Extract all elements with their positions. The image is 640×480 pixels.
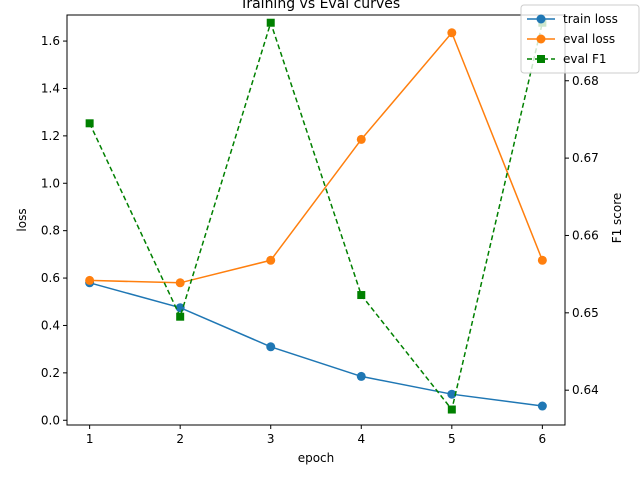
legend-label-eval-f1: eval F1 — [563, 52, 607, 66]
y2-tick-label: 0.65 — [572, 306, 599, 320]
x-tick-label: 1 — [86, 432, 94, 446]
plot-area — [66, 14, 566, 426]
y2-tick-label: 0.64 — [572, 383, 599, 397]
x-tick-label: 3 — [267, 432, 275, 446]
data-point-eval-f1 — [357, 291, 366, 300]
y2-ticks: 0.64 0.65 0.66 0.67 0.68 — [565, 74, 599, 397]
x-axis-label: epoch — [298, 451, 335, 465]
legend-label-eval-loss: eval loss — [563, 32, 615, 46]
legend-marker-train-loss — [536, 14, 546, 24]
legend-marker-eval-f1 — [537, 55, 545, 63]
x-tick-label: 6 — [539, 432, 547, 446]
data-point-eval-f1 — [266, 18, 275, 27]
x-ticks: 1 2 3 4 5 6 — [86, 425, 546, 446]
legend-marker-eval-loss — [536, 34, 546, 44]
data-point-train-loss — [356, 371, 366, 381]
data-point-eval-loss — [537, 255, 547, 265]
data-point-eval-loss — [356, 134, 366, 144]
legend: train loss eval loss eval F1 — [520, 4, 640, 74]
data-point-eval-f1 — [447, 405, 456, 414]
data-point-train-loss — [537, 401, 547, 411]
series-line-train-loss — [89, 282, 543, 407]
series-line-eval-f1 — [88, 20, 544, 412]
data-point-eval-f1 — [85, 119, 94, 128]
y-axis-label: loss — [15, 208, 29, 231]
y-tick-label: 0.0 — [41, 413, 60, 427]
y-tick-label: 1.0 — [41, 176, 60, 190]
y-tick-label: 0.6 — [41, 271, 60, 285]
y-tick-label: 1.4 — [41, 81, 60, 95]
data-point-eval-loss — [175, 278, 185, 288]
data-point-eval-loss — [447, 28, 457, 38]
y-tick-label: 1.2 — [41, 129, 60, 143]
y2-tick-label: 0.67 — [572, 151, 599, 165]
data-point-eval-loss — [266, 255, 276, 265]
y2-tick-label: 0.68 — [572, 74, 599, 88]
data-point-train-loss — [447, 389, 457, 399]
x-tick-label: 4 — [357, 432, 365, 446]
y2-axis-label: F1 score — [610, 193, 624, 244]
y-tick-label: 0.4 — [41, 318, 60, 332]
y-tick-label: 0.8 — [41, 224, 60, 238]
y-tick-label: 1.6 — [41, 34, 60, 48]
y2-tick-label: 0.66 — [572, 228, 599, 242]
chart-title: Training vs Eval curves — [239, 0, 400, 12]
data-point-eval-f1 — [176, 312, 185, 321]
x-tick-label: 5 — [448, 432, 456, 446]
data-point-train-loss — [266, 342, 276, 352]
y-ticks: 0.0 0.2 0.4 0.6 0.8 1.0 1.2 1.4 1.6 — [41, 34, 67, 427]
series-line-eval-loss — [89, 31, 544, 284]
data-point-eval-loss — [85, 275, 95, 285]
y-tick-label: 0.2 — [41, 366, 60, 380]
series-layer — [85, 18, 547, 414]
legend-box — [520, 4, 640, 74]
x-tick-label: 2 — [176, 432, 184, 446]
legend-label-train-loss: train loss — [563, 12, 618, 26]
